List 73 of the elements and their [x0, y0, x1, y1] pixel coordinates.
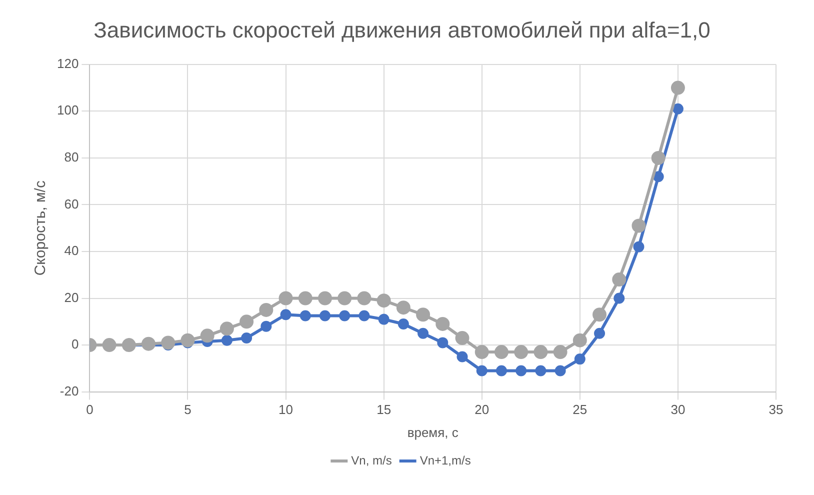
point [280, 309, 292, 320]
x-tick-label: 0 [86, 402, 94, 418]
point [396, 300, 410, 315]
point [516, 365, 527, 376]
point [670, 80, 685, 95]
x-tick-label: 20 [474, 402, 490, 418]
point [221, 334, 232, 346]
point [339, 310, 350, 322]
y-tick-label: 20 [64, 290, 79, 305]
point [436, 316, 450, 331]
y-tick-label: 120 [56, 56, 79, 71]
x-tick-label: 25 [572, 402, 588, 418]
point [220, 322, 234, 336]
x-tick-label: 5 [184, 402, 192, 418]
y-tick-label: 80 [64, 150, 79, 165]
point [592, 308, 607, 322]
point [398, 318, 409, 330]
point [418, 328, 429, 339]
point [437, 337, 448, 348]
point [554, 365, 566, 376]
point [260, 320, 272, 332]
point [476, 365, 488, 376]
point [534, 345, 548, 360]
chart-title: Зависимость скоростей движения автомобилей при alfa=1,0 [94, 17, 710, 42]
point [594, 328, 606, 339]
x-tick-label: 30 [670, 402, 686, 418]
y-tick-label: -20 [60, 383, 79, 398]
point [338, 291, 352, 306]
legend-label: Vn+1,m/s [420, 453, 471, 468]
point [496, 365, 507, 376]
x-tick-label: 10 [278, 402, 294, 418]
y-tick-label: 60 [64, 196, 79, 212]
point [553, 345, 568, 360]
y-axis-title: Скорость, м/с [32, 180, 50, 276]
point [200, 328, 214, 343]
y-tick-label: 0 [71, 336, 79, 352]
point [319, 310, 330, 322]
point [358, 310, 370, 322]
point [278, 291, 293, 306]
point [142, 336, 156, 351]
point [651, 150, 666, 165]
point [633, 241, 644, 252]
point [456, 351, 468, 362]
point [572, 333, 587, 348]
point [514, 345, 528, 360]
y-tick-label: 40 [64, 243, 79, 258]
point [318, 291, 332, 306]
point [474, 345, 489, 360]
point [161, 336, 176, 350]
x-tick-label: 15 [376, 402, 392, 418]
point [416, 308, 430, 322]
point [180, 333, 195, 348]
y-tick-label: 100 [56, 102, 79, 118]
point [357, 291, 372, 306]
point [652, 171, 664, 182]
point [376, 294, 391, 308]
point [494, 345, 508, 360]
point [614, 292, 625, 304]
point [574, 354, 586, 365]
point [672, 103, 684, 114]
point [298, 291, 312, 306]
point [612, 272, 626, 287]
point [378, 314, 390, 325]
point [300, 310, 311, 322]
x-axis-title: время, с [407, 424, 459, 440]
legend-label: Vn, m/s [351, 453, 392, 468]
point [455, 331, 470, 346]
point [241, 332, 252, 344]
point [632, 218, 646, 233]
point [240, 314, 254, 329]
x-tick-label: 35 [768, 402, 784, 418]
point [535, 365, 546, 376]
point [259, 302, 274, 317]
